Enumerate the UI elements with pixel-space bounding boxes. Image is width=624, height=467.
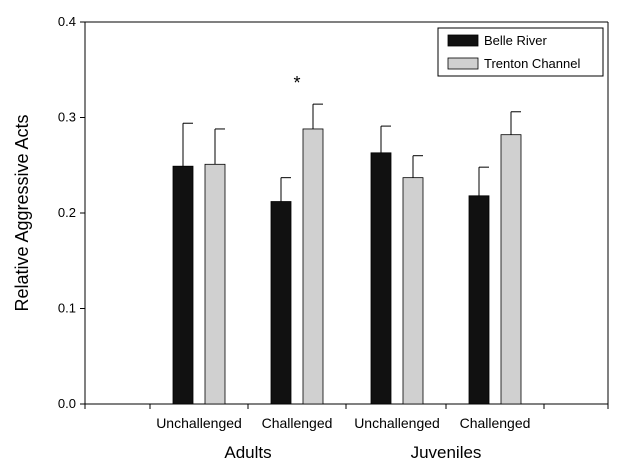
category-label: Challenged (460, 415, 531, 431)
category-label: Unchallenged (156, 415, 242, 431)
bar (270, 201, 292, 405)
category-label: Challenged (262, 415, 333, 431)
y-tick-label: 0.2 (58, 205, 76, 220)
annotations: * (293, 73, 300, 93)
y-tick-label: 0.3 (58, 110, 76, 125)
bar (468, 195, 490, 405)
bar (370, 152, 392, 405)
group-label: Adults (224, 443, 271, 462)
y-tick-label: 0.4 (58, 14, 76, 29)
legend-swatch-belle-river (447, 34, 479, 47)
error-bars (182, 103, 521, 202)
legend-label-belle-river: Belle River (484, 33, 548, 48)
bar (172, 165, 194, 405)
x-ticks (84, 404, 609, 409)
bars (172, 128, 522, 405)
y-ticks: 0.0 0.1 0.2 0.3 0.4 (58, 14, 85, 411)
bar (204, 163, 226, 405)
group-label: Juveniles (411, 443, 482, 462)
bar (500, 134, 522, 405)
bar (302, 128, 324, 405)
plot-frame (84, 21, 609, 405)
category-labels: Unchallenged Challenged Unchallenged Challe… (156, 415, 530, 431)
y-tick-label: 0.1 (58, 301, 76, 316)
bar (402, 177, 424, 405)
y-axis-title: Relative Aggressive Acts (12, 114, 32, 311)
y-tick-label: 0.0 (58, 396, 76, 411)
legend-swatch-trenton-channel (447, 57, 479, 70)
legend-label-trenton-channel: Trenton Channel (484, 56, 580, 71)
legend: Belle River Trenton Channel (437, 27, 604, 77)
category-label: Unchallenged (354, 415, 440, 431)
significance-marker: * (293, 73, 300, 93)
group-labels: Adults Juveniles (224, 443, 481, 462)
